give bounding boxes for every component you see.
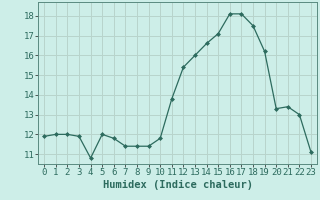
X-axis label: Humidex (Indice chaleur): Humidex (Indice chaleur): [103, 180, 252, 190]
